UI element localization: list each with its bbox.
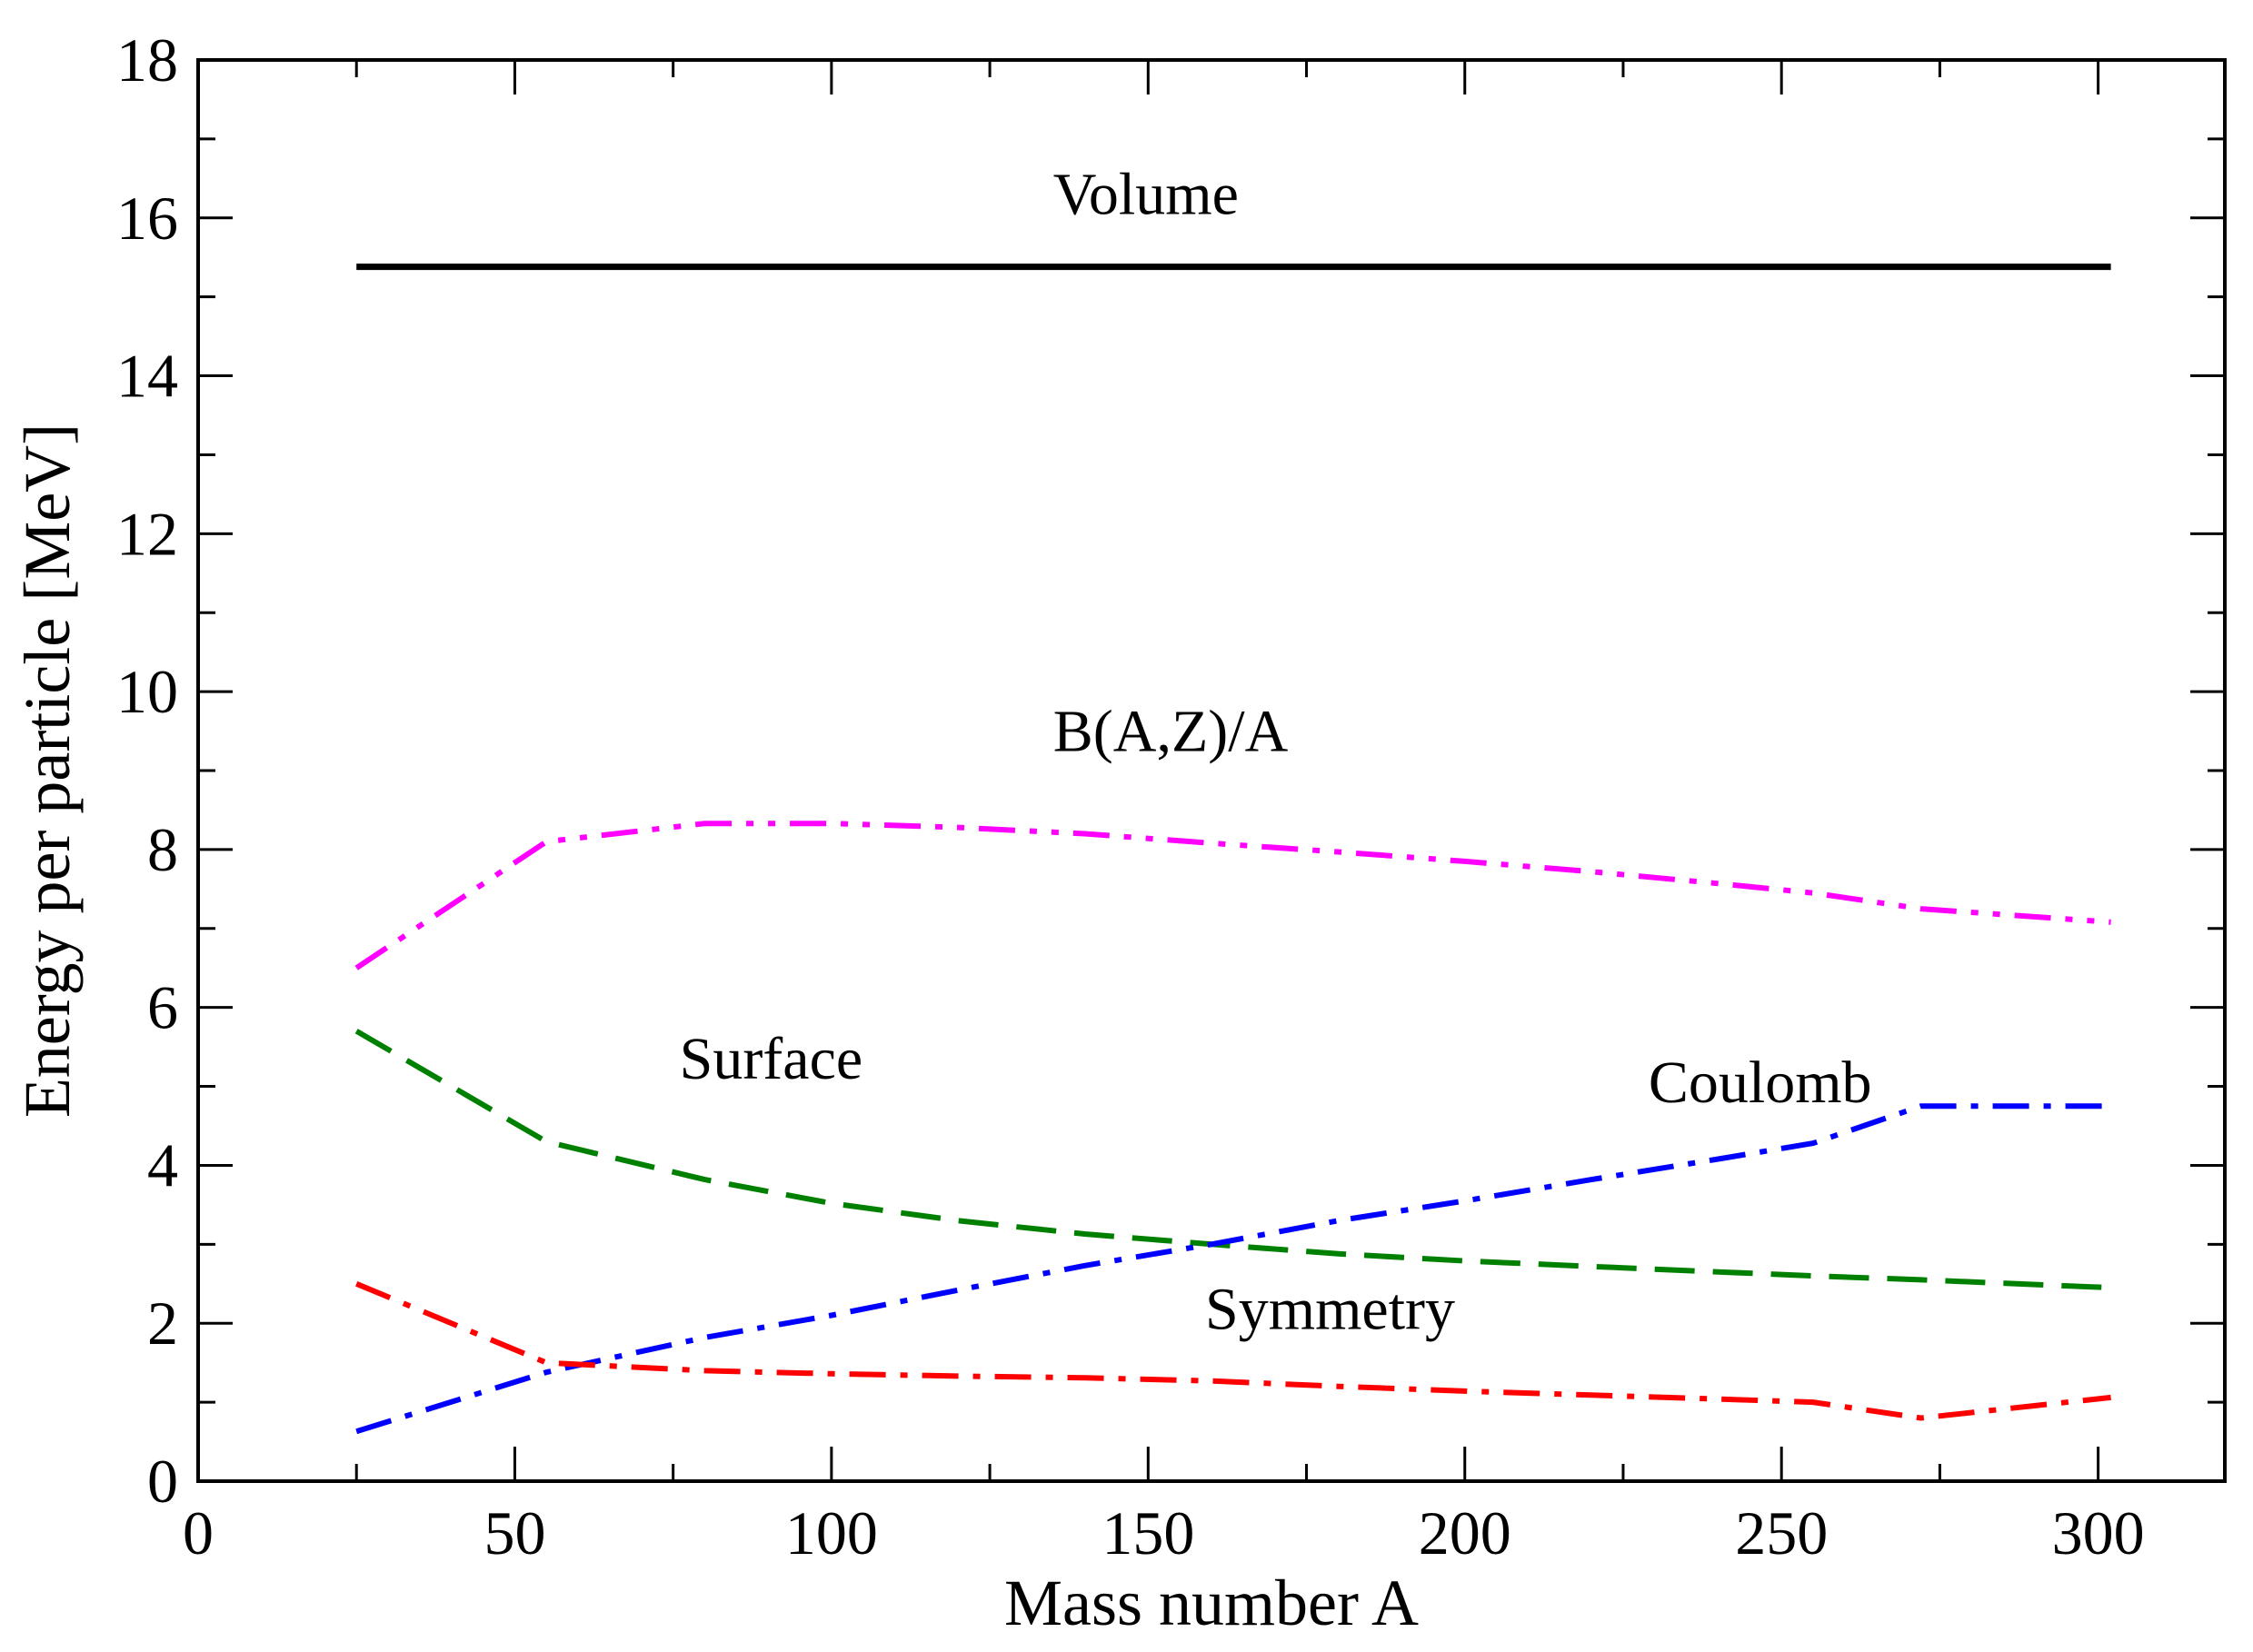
x-tick-label: 50 xyxy=(483,1498,545,1567)
y-tick-label: 18 xyxy=(116,25,178,95)
annotation-label: Surface xyxy=(680,1026,863,1092)
y-tick-label: 12 xyxy=(116,499,178,568)
y-tick-label: 10 xyxy=(116,657,178,726)
labels-layer: 0 50 100 150 200 250 300 0 2 4 6 8 10 12 14 16 18 xyxy=(116,25,2145,1567)
y-tick-label: 14 xyxy=(116,342,178,411)
series-layer xyxy=(354,264,2111,1435)
y-tick-label: 8 xyxy=(147,815,178,884)
x-tick-label: 200 xyxy=(1419,1498,1511,1567)
y-axis-title: Energy per particle [MeV] xyxy=(11,423,84,1118)
series-line-surface xyxy=(354,1029,2111,1291)
series-line-coulomb xyxy=(355,1103,2111,1435)
ticks-layer xyxy=(196,58,2225,1483)
x-tick-label: 150 xyxy=(1102,1498,1194,1567)
annotation-label: B(A,Z)/A xyxy=(1053,698,1289,764)
x-axis-title: Mass number A xyxy=(1004,1567,1419,1639)
annotation-label: Volume xyxy=(1053,161,1239,227)
y-tick-label: 4 xyxy=(147,1130,178,1199)
x-tick-label: 250 xyxy=(1735,1498,1828,1567)
annotations-layer: Volume B(A,Z)/A Surface Coulomb Symmetry xyxy=(680,161,1872,1342)
y-tick-label: 0 xyxy=(147,1447,178,1516)
y-tick-label: 2 xyxy=(147,1289,178,1358)
series-line-binding xyxy=(354,821,2111,970)
x-tick-label: 0 xyxy=(183,1498,214,1567)
x-tick-label: 100 xyxy=(785,1498,878,1567)
y-tick-label: 6 xyxy=(147,973,178,1042)
plot-frame xyxy=(196,58,2227,1483)
annotation-label: Coulomb xyxy=(1649,1050,1872,1116)
annotation-label: Symmetry xyxy=(1205,1276,1455,1342)
y-tick-label: 16 xyxy=(116,184,178,253)
x-tick-label: 300 xyxy=(2052,1498,2145,1567)
series-line-symmetry xyxy=(355,1281,2111,1421)
